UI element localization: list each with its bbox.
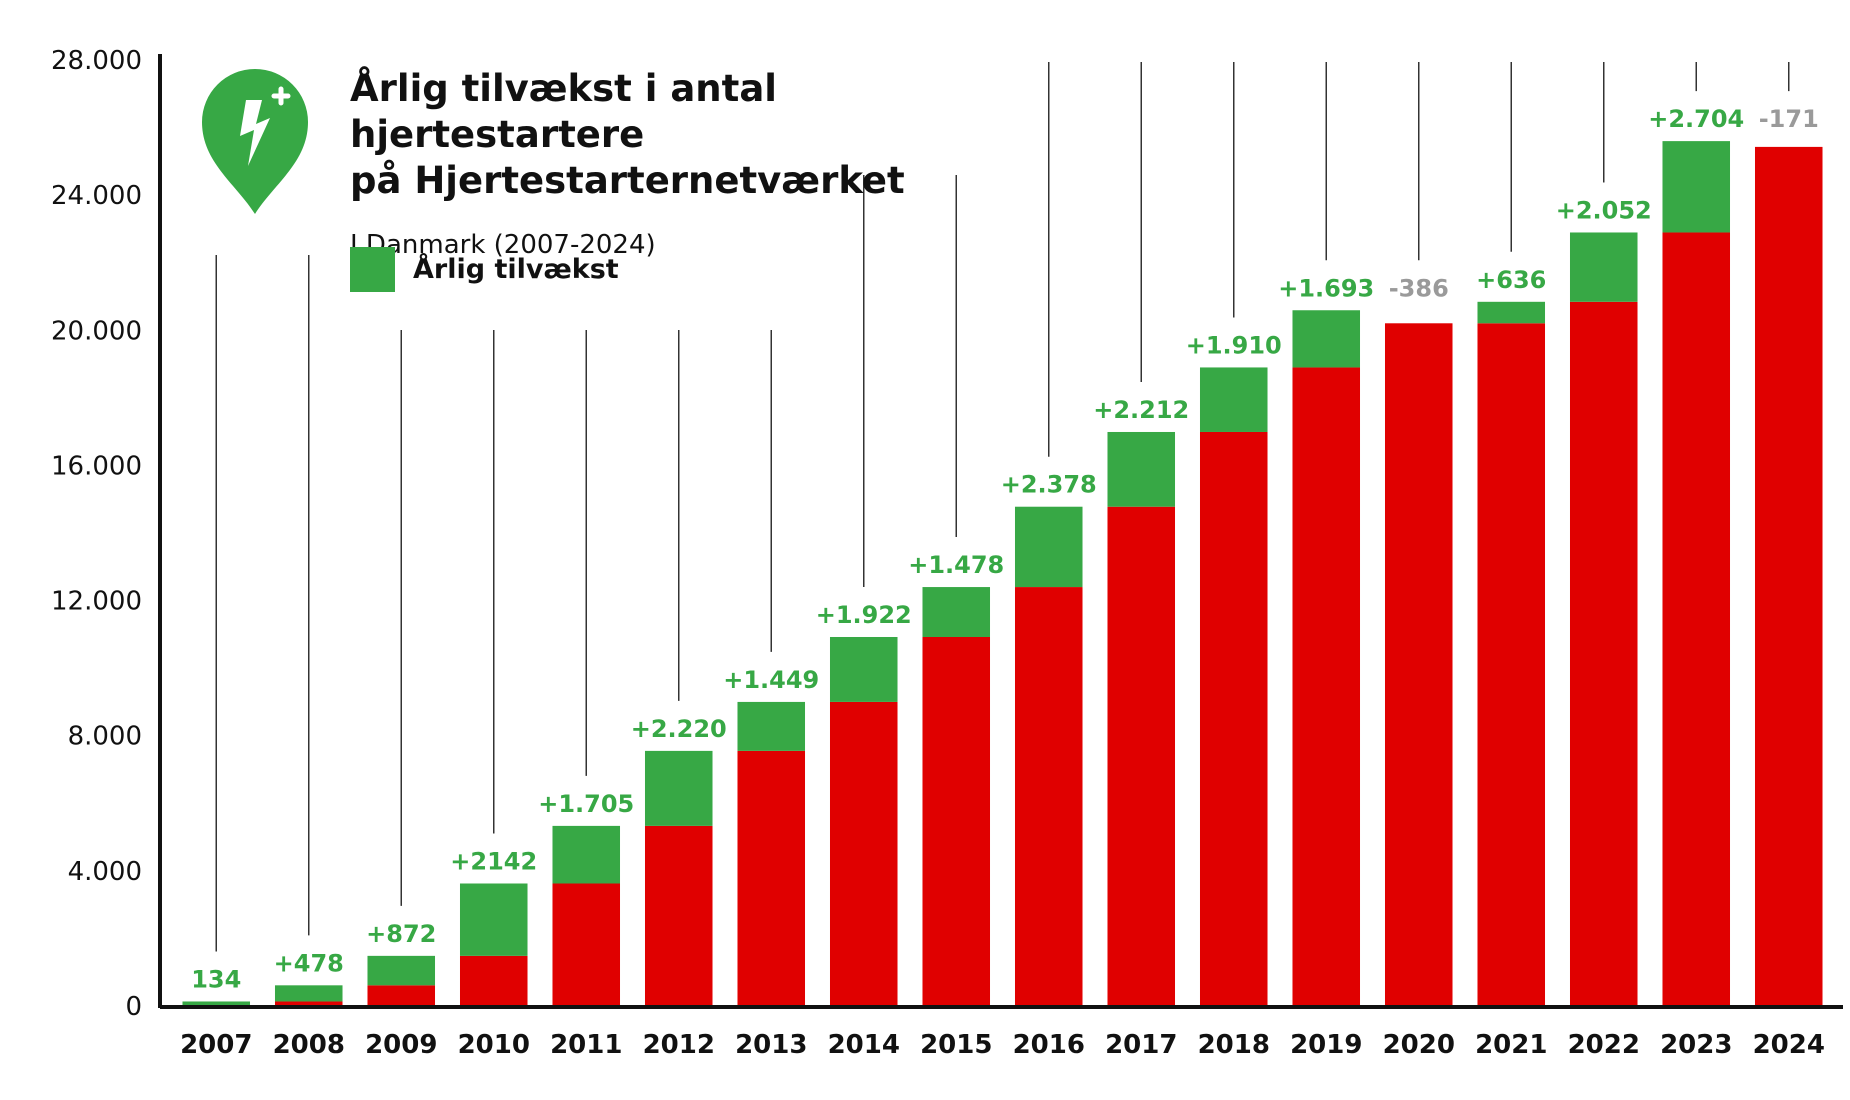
data-label-2018: +1.910 [1186, 331, 1282, 359]
x-tick-label-2007: 2007 [180, 1030, 252, 1060]
bar-base-2009 [367, 985, 436, 1006]
bar-base-2021 [1477, 323, 1546, 1006]
bar-growth-2013 [737, 701, 806, 751]
x-tick-label-2024: 2024 [1753, 1030, 1825, 1060]
data-label-2008: +478 [274, 949, 344, 977]
bar-base-2018 [1199, 431, 1268, 1006]
y-tick-label-4: 16.000 [51, 451, 142, 481]
bar-base-2019 [1292, 367, 1361, 1006]
bar-growth-2014 [829, 636, 898, 702]
data-label-2010: +2142 [450, 847, 537, 875]
bar-growth-2008 [274, 985, 343, 1002]
y-tick-label-2: 8.000 [68, 722, 142, 752]
bars [182, 141, 1823, 1007]
x-tick-label-2017: 2017 [1105, 1030, 1177, 1060]
data-label-2021: +636 [1476, 266, 1546, 294]
y-tick-label-1: 4.000 [68, 857, 142, 887]
data-label-2020: -386 [1389, 274, 1449, 302]
x-tick-label-2018: 2018 [1198, 1030, 1270, 1060]
x-tick-label-2012: 2012 [643, 1030, 715, 1060]
bar-base-2024 [1754, 146, 1823, 1006]
y-tick-label-5: 20.000 [51, 316, 142, 346]
leader-lines [215, 62, 1790, 952]
bar-growth-2019 [1292, 310, 1361, 368]
x-axis: 2007 2008 2009 2010 2011 2012 2013 2014 2015 2016… [160, 1005, 1843, 1060]
bar-base-2016 [1014, 587, 1083, 1006]
bar-base-2015 [922, 636, 991, 1006]
x-tick-label-2023: 2023 [1660, 1030, 1732, 1060]
x-tick-label-2019: 2019 [1290, 1030, 1362, 1060]
x-tick-label-2013: 2013 [735, 1030, 807, 1060]
data-label-2023: +2.704 [1648, 105, 1744, 133]
x-tick-label-2008: 2008 [273, 1030, 345, 1060]
x-tick-label-2011: 2011 [550, 1030, 622, 1060]
data-label-2011: +1.705 [538, 790, 634, 818]
bar-growth-2022 [1569, 232, 1638, 302]
chart-subtitle: I Danmark (2007-2024) [350, 230, 656, 260]
bar-growth-2021 [1477, 301, 1546, 324]
data-label-2014: +1.922 [816, 601, 912, 629]
bar-base-2023 [1662, 232, 1731, 1006]
bar-base-2014 [829, 701, 898, 1006]
y-axis: 0 4.000 8.000 12.000 16.000 20.000 24.000 28.00… [51, 46, 162, 1022]
data-label-2013: +1.449 [723, 666, 819, 694]
bar-growth-2017 [1107, 431, 1176, 507]
y-tick-label-6: 24.000 [51, 181, 142, 211]
data-label-2015: +1.478 [908, 551, 1004, 579]
x-tick-label-2009: 2009 [365, 1030, 437, 1060]
bar-growth-2018 [1199, 367, 1268, 432]
bar-growth-2011 [552, 825, 621, 884]
bar-base-2008 [274, 1001, 343, 1006]
data-label-2017: +2.212 [1093, 396, 1189, 424]
bar-base-2020 [1384, 323, 1453, 1006]
bar-growth-2009 [367, 955, 436, 986]
bar-growth-2012 [644, 750, 713, 826]
data-label-2012: +2.220 [631, 715, 727, 743]
title-block: Årlig tilvækst i antal hjertestartere på… [350, 66, 1070, 260]
data-label-2022: +2.052 [1556, 196, 1652, 224]
data-label-2019: +1.693 [1278, 274, 1374, 302]
bar-base-2012 [644, 825, 713, 1006]
bar-growth-2016 [1014, 506, 1083, 588]
data-labels: 134 +478 +872 +2142 +1.705 +2.220 +1.449 +1.922… [191, 105, 1819, 993]
bar-base-2017 [1107, 506, 1176, 1006]
x-tick-label-2014: 2014 [828, 1030, 900, 1060]
bar-growth-2010 [459, 883, 528, 956]
x-tick-label-2021: 2021 [1475, 1030, 1547, 1060]
legend: Årlig tilvækst [350, 247, 619, 292]
data-label-2009: +872 [366, 920, 436, 948]
bar-base-2011 [552, 883, 621, 1006]
defibrillator-pin-icon [202, 69, 308, 214]
x-tick-label-2015: 2015 [920, 1030, 992, 1060]
x-tick-label-2022: 2022 [1568, 1030, 1640, 1060]
bar-growth-2015 [922, 587, 991, 637]
data-label-2016: +2.378 [1001, 471, 1097, 499]
x-tick-label-2016: 2016 [1013, 1030, 1085, 1060]
bar-base-2022 [1569, 301, 1638, 1007]
data-label-2024: -171 [1759, 105, 1819, 133]
chart-title: Årlig tilvækst i antal hjertestartere på… [350, 67, 905, 202]
y-tick-label-7: 28.000 [51, 46, 142, 76]
y-tick-label-3: 12.000 [51, 587, 142, 617]
legend-label: Årlig tilvækst [413, 254, 619, 285]
x-tick-label-2020: 2020 [1383, 1030, 1455, 1060]
bar-growth-2023 [1662, 141, 1731, 233]
y-tick-label-0: 0 [125, 992, 142, 1022]
x-tick-label-2010: 2010 [458, 1030, 530, 1060]
bar-base-2010 [459, 955, 528, 1006]
legend-swatch [350, 247, 395, 292]
bar-base-2013 [737, 750, 806, 1006]
data-label-2007: 134 [191, 965, 241, 993]
bar-growth-2007 [182, 1001, 251, 1006]
